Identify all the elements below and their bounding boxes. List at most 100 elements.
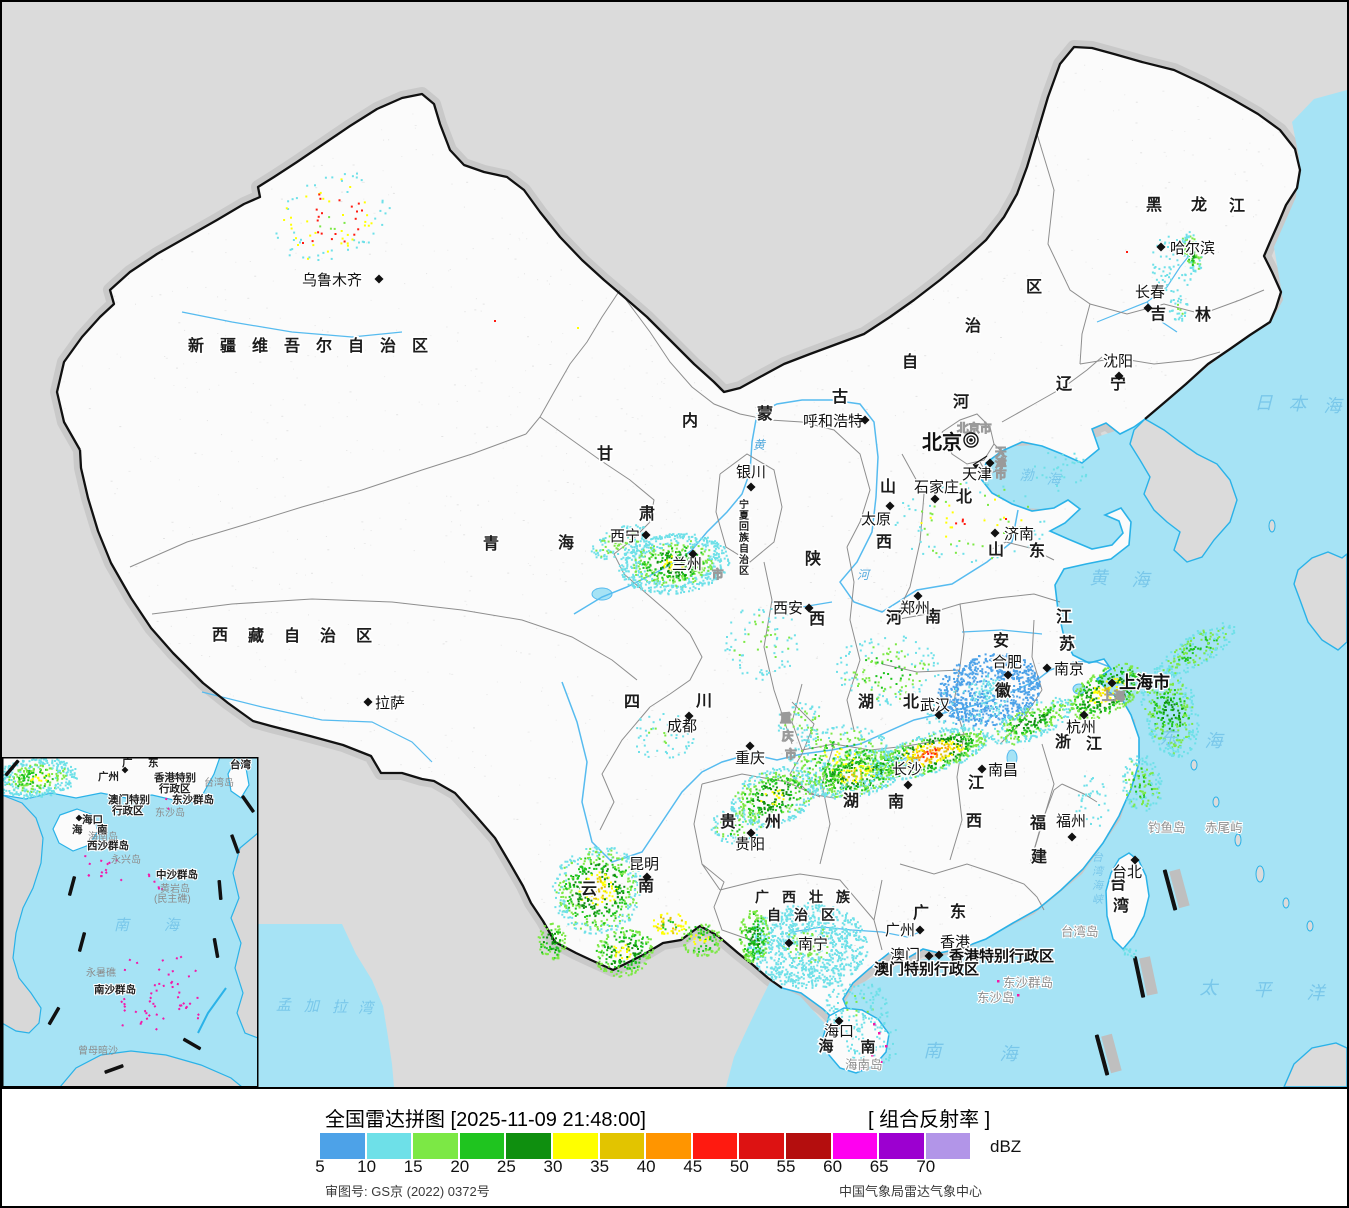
radar-echo-cell <box>990 666 993 669</box>
radar-echo-cell <box>684 575 686 578</box>
radar-echo-cell <box>1006 657 1009 660</box>
radar-echo-cell <box>669 543 671 546</box>
radar-echo-cell <box>953 702 956 705</box>
radar-echo-cell <box>1176 725 1179 728</box>
radar-echo-cell <box>894 779 896 782</box>
radar-echo-cell <box>694 563 697 566</box>
radar-echo-cell <box>1121 680 1124 683</box>
radar-echo-cell <box>932 752 935 755</box>
radar-echo-cell <box>754 785 757 788</box>
radar-echo-cell <box>1151 689 1154 692</box>
radar-echo-cell <box>629 526 632 529</box>
radar-echo-cell <box>996 669 999 672</box>
radar-echo-cell <box>691 543 694 546</box>
radar-echo-cell <box>933 704 935 707</box>
radar-echo-cell <box>816 780 818 783</box>
radar-echo-cell <box>979 702 982 705</box>
radar-echo-cell <box>896 754 899 757</box>
radar-echo-cell <box>1190 688 1193 691</box>
radar-echo-cell <box>956 690 959 693</box>
radar-echo-cell <box>709 558 712 561</box>
radar-echo-cell <box>693 533 696 536</box>
radar-echo-cell <box>1060 703 1063 705</box>
radar-echo-cell <box>1146 691 1149 693</box>
radar-echo-cell <box>672 579 675 582</box>
radar-echo-cell <box>635 547 638 550</box>
radar-echo-cell <box>966 705 968 707</box>
radar-echo-cell <box>755 788 758 791</box>
radar-echo-cell <box>1157 774 1160 777</box>
radar-echo-cell <box>902 767 905 770</box>
radar-echo-cell <box>994 661 997 664</box>
radar-echo-cell <box>763 806 766 809</box>
radar-echo-cell <box>691 535 694 538</box>
radar-echo-cell <box>953 668 955 671</box>
radar-echo-cell <box>1007 716 1009 719</box>
radar-echo-cell <box>1169 662 1172 664</box>
radar-echo-cell <box>1157 706 1160 709</box>
radar-echo-cell <box>1166 670 1169 672</box>
radar-echo-cell <box>749 813 752 816</box>
radar-echo-cell <box>995 690 998 693</box>
radar-echo-cell <box>1116 674 1119 677</box>
radar-echo-cell <box>1053 716 1056 719</box>
radar-echo-cell <box>1211 633 1214 636</box>
radar-echo-cell <box>983 689 986 692</box>
national-border-south <box>78 449 783 989</box>
radar-echo-cell <box>792 776 795 779</box>
radar-echo-cell <box>1116 681 1119 684</box>
radar-echo-cell <box>1081 682 1083 685</box>
radar-echo-cell <box>1188 649 1191 652</box>
radar-echo-cell <box>942 707 945 710</box>
radar-echo-cell <box>1089 678 1092 680</box>
radar-echo-cell <box>1137 687 1140 690</box>
radar-echo-cell <box>1006 728 1009 731</box>
radar-echo-cell <box>929 760 932 763</box>
radar-echo-cell <box>998 711 1001 714</box>
radar-echo-cell <box>1017 736 1020 738</box>
radar-echo-cell <box>854 792 857 795</box>
radar-echo-cell <box>1080 698 1083 701</box>
radar-echo-cell <box>920 763 923 766</box>
radar-echo-cell <box>1037 728 1040 731</box>
radar-echo-cell <box>898 766 901 768</box>
radar-echo-cell <box>633 567 636 569</box>
radar-echo-cell <box>1018 718 1021 721</box>
radar-echo-cell <box>1225 643 1228 646</box>
radar-echo-cell <box>752 809 755 812</box>
radar-echo-cell <box>969 672 972 675</box>
radar-echo-cell <box>988 667 991 670</box>
radar-echo-cell <box>897 768 900 770</box>
radar-echo-cell <box>987 674 989 677</box>
japan-kyushu <box>1293 551 1347 651</box>
radar-echo-cell <box>1165 690 1168 693</box>
radar-echo-cell <box>907 759 909 762</box>
radar-echo-cell <box>896 746 899 749</box>
radar-echo-cell <box>939 682 942 685</box>
radar-echo-cell <box>916 746 919 749</box>
radar-echo-cell <box>878 778 881 781</box>
radar-echo-cell <box>1186 652 1188 655</box>
radar-echo-cell <box>656 560 659 563</box>
radar-echo-cell <box>691 583 694 585</box>
radar-echo-cell <box>961 761 964 764</box>
radar-echo-cell <box>819 778 822 781</box>
radar-echo-cell <box>623 578 626 581</box>
radar-echo-cell <box>650 586 652 589</box>
radar-echo-cell <box>680 556 683 559</box>
radar-echo-cell <box>1018 696 1021 699</box>
radar-echo-cell <box>1053 724 1056 727</box>
radar-echo-cell <box>852 783 855 786</box>
radar-echo-cell <box>970 660 973 663</box>
radar-echo-cell <box>1128 801 1131 804</box>
radar-echo-cell <box>1228 624 1231 627</box>
radar-echo-cell <box>639 540 642 543</box>
radar-echo-cell <box>955 743 958 746</box>
radar-echo-cell <box>1183 647 1186 650</box>
radar-echo-cell <box>1184 712 1186 715</box>
radar-echo-cell <box>1128 672 1131 675</box>
radar-echo-cell <box>995 686 998 689</box>
radar-echo-cell <box>635 570 637 573</box>
radar-echo-cell <box>1015 732 1018 735</box>
radar-echo-cell <box>613 544 616 547</box>
